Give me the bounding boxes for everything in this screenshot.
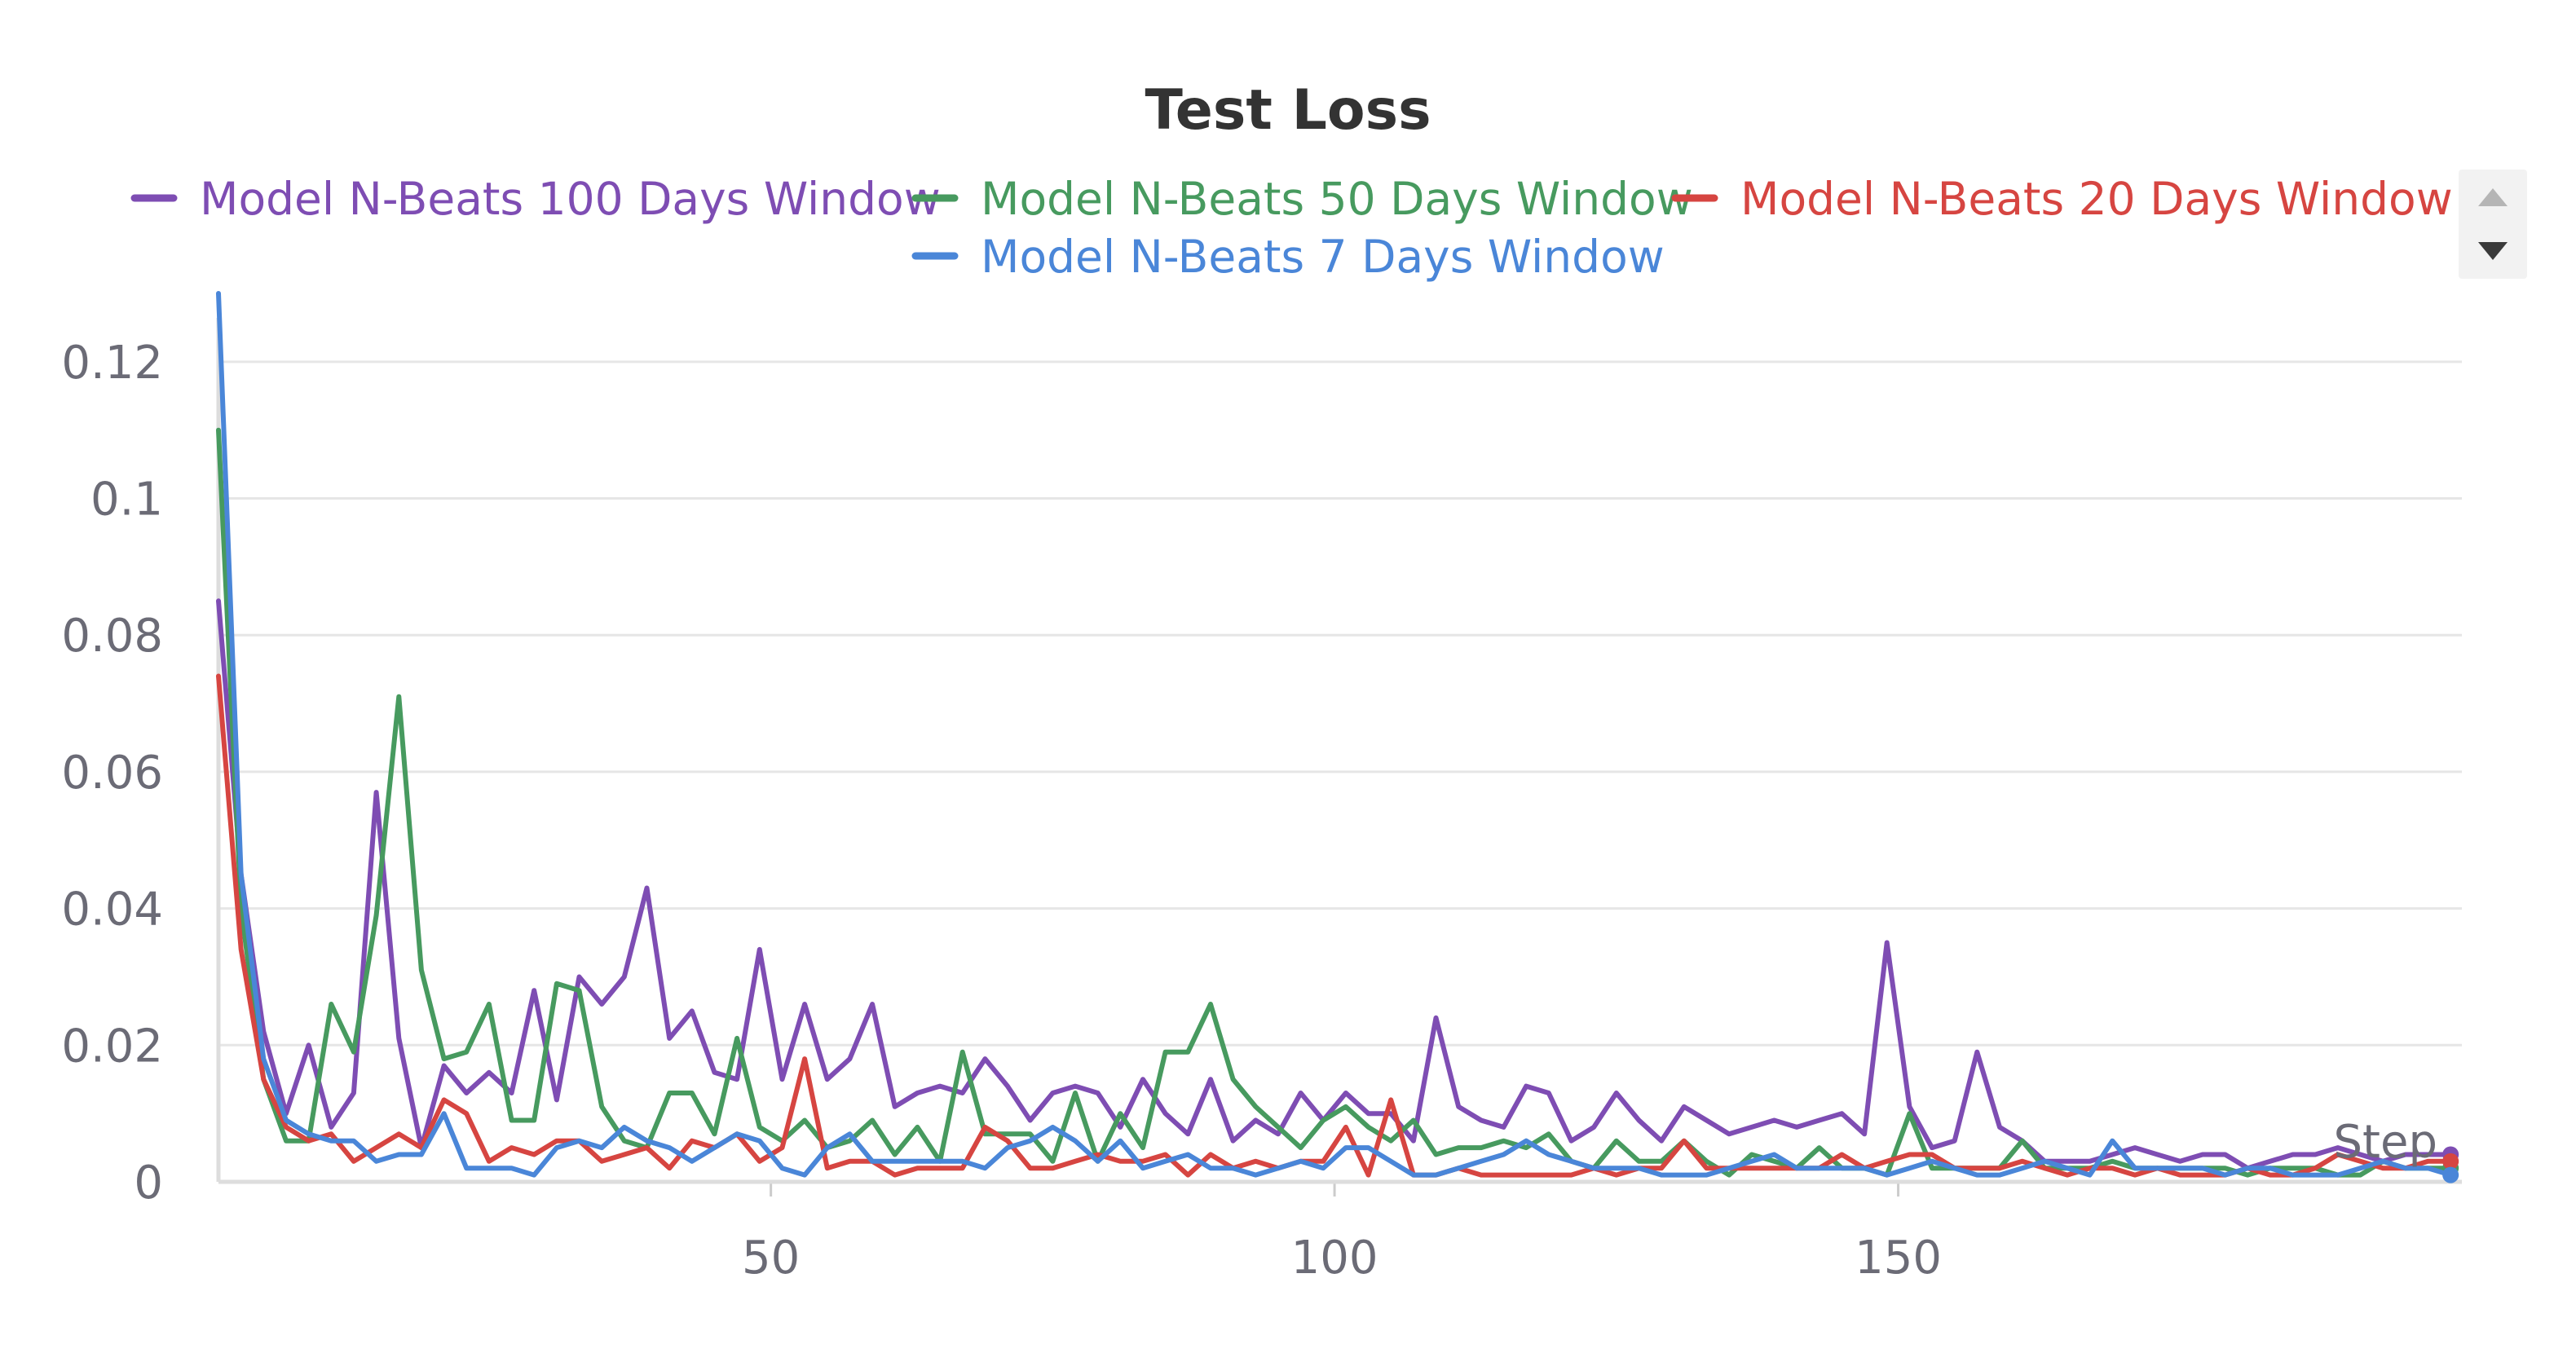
y-tick-label: 0 [134,1157,163,1210]
x-axis: 50 100 150 [742,1182,1942,1285]
legend-item[interactable]: Model N-Beats 7 Days Window [911,231,1665,283]
legend-item[interactable]: Model N-Beats 100 Days Window [130,173,941,225]
x-tick-label: 50 [742,1232,800,1285]
legend-label: Model N-Beats 50 Days Window [981,173,1693,225]
y-tick-label: 0.12 [61,337,163,390]
legend-label: Model N-Beats 100 Days Window [200,173,941,225]
series-end-point [2442,1166,2459,1183]
y-tick-label: 0.08 [61,610,163,663]
plot-area [216,291,2459,1183]
legend-item[interactable]: Model N-Beats 20 Days Window [1671,173,2453,225]
series-line-3 [216,291,2454,1178]
legend-label: Model N-Beats 7 Days Window [981,231,1665,283]
gridlines [218,360,2462,1047]
series-line-0 [216,598,2454,1171]
x-tick-label: 100 [1291,1232,1378,1285]
x-axis-label: Step [2333,1116,2437,1169]
series-end-point [2442,1152,2459,1170]
x-tick-label: 150 [1855,1232,1942,1285]
legend: Model N-Beats 100 Days Window Model N-Bea… [130,173,2453,283]
series-line-1 [216,427,2454,1178]
legend-item[interactable]: Model N-Beats 50 Days Window [911,173,1693,225]
series-line-2 [216,673,2454,1178]
y-axis: 0 0.02 0.04 0.06 0.08 0.1 0.12 [61,337,163,1210]
chart-title: Test Loss [1145,78,1431,143]
triangle-down-icon [2478,242,2508,260]
y-tick-label: 0.06 [61,747,163,800]
axes [216,318,2462,1184]
y-tick-label: 0.1 [90,474,163,527]
legend-scroll-up-button[interactable] [2459,173,2527,222]
legend-label: Model N-Beats 20 Days Window [1740,173,2453,225]
y-tick-label: 0.02 [61,1020,163,1073]
legend-scroll-down-button[interactable] [2459,227,2527,275]
y-tick-label: 0.04 [61,884,163,937]
triangle-up-icon [2478,188,2508,206]
legend-scroller [2459,170,2527,279]
